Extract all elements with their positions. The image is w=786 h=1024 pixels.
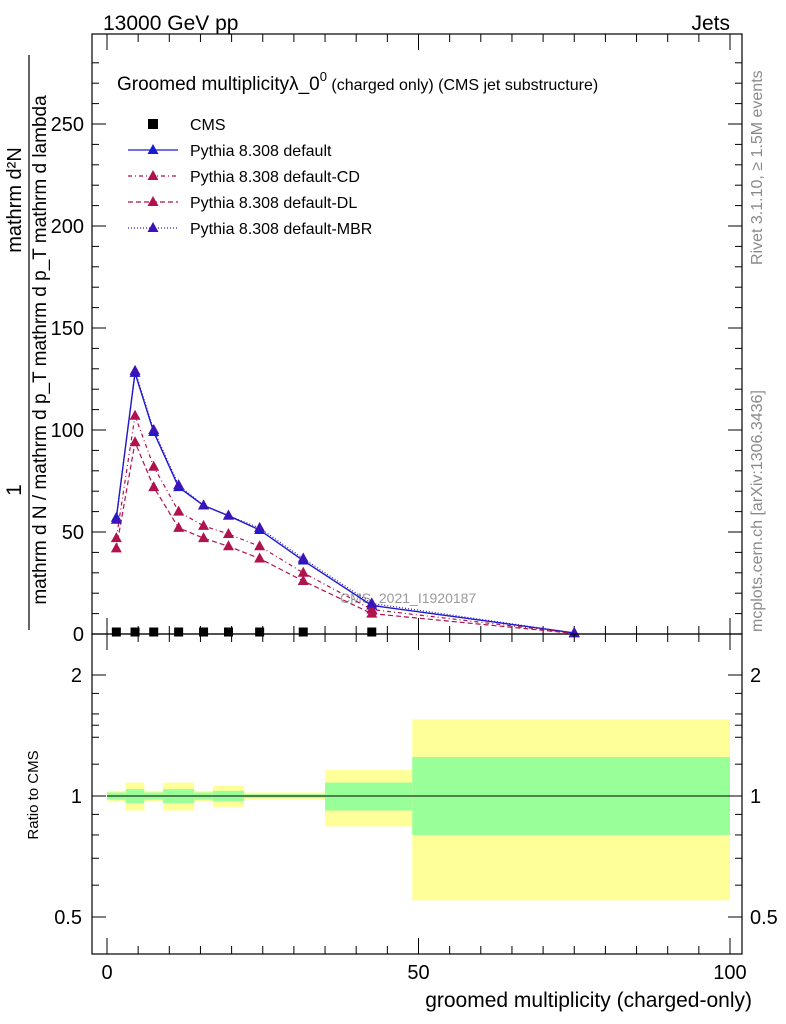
ratio-ytick-label: 1 (71, 786, 82, 808)
series-point (297, 552, 309, 563)
series-point (297, 566, 309, 577)
legend-marker (147, 196, 159, 206)
cms-point (111, 627, 121, 637)
legend-item: Pythia 8.308 default-DL (128, 195, 357, 212)
cms-point (223, 627, 233, 637)
ratio-band-inner (325, 782, 413, 811)
series-point (222, 509, 234, 520)
cms-point (199, 627, 209, 637)
legend-marker (147, 144, 159, 154)
x-tick-label: 100 (713, 962, 746, 984)
title-main-text: Groomed multiplicityλ_0 (117, 74, 320, 95)
cms-point (255, 627, 265, 637)
main-series (110, 364, 580, 638)
ylabel-numerator: 1 (3, 484, 26, 496)
ylabel-numerator-right: mathrm d²N (4, 147, 26, 253)
legend-item: Pythia 8.308 default-MBR (128, 221, 372, 238)
main-ytick-label: 250 (51, 114, 84, 136)
legend-item: Pythia 8.308 default-CD (128, 169, 360, 186)
x-axis-label: groomed multiplicity (charged-only) (425, 989, 752, 1012)
rivet-label: Rivet 3.1.10, ≥ 1.5M events (749, 70, 766, 265)
ratio-ylabel: Ratio to CMS (25, 750, 42, 839)
main-ytick-label: 0 (73, 624, 84, 646)
series-point (173, 521, 185, 532)
series-point (129, 364, 141, 375)
ratio-ytick-label: 2 (71, 665, 82, 687)
x-tick-label: 50 (407, 962, 429, 984)
legend-label: Pythia 8.308 default-MBR (190, 221, 372, 238)
series-cms (111, 627, 377, 637)
main-axes: 0 50 100 150 200 250 (51, 34, 742, 646)
series-point (222, 528, 234, 539)
series-point (110, 532, 122, 543)
header-right: Jets (691, 12, 730, 35)
ratio-bands (107, 719, 730, 901)
series-point (198, 532, 210, 543)
header-left: 13000 GeV pp (103, 12, 238, 35)
legend-item: CMS (148, 117, 226, 134)
series-line (115, 370, 575, 634)
cms-point (130, 627, 140, 637)
legend-label: Pythia 8.308 default-DL (190, 195, 357, 212)
legend-label: Pythia 8.308 default (190, 143, 332, 160)
series-cd (110, 409, 580, 638)
legend-marker (148, 119, 158, 129)
ratio-ytick-label: 0.5 (54, 907, 82, 929)
series-point (297, 574, 309, 585)
series-point (366, 607, 378, 618)
series-point (148, 460, 160, 471)
title-suffix: (charged only) (CMS jet substructure) (327, 77, 598, 94)
series-line (115, 440, 575, 634)
legend-marker (147, 170, 159, 180)
series-point (198, 499, 210, 510)
main-ylabel: 1 mathrm d²N mathrm d N / mathrm d p_T m… (3, 55, 51, 630)
legend-label: CMS (190, 117, 226, 134)
legend-item: Pythia 8.308 default (128, 143, 332, 160)
svg-text:Groomed multiplicityλ_00 (char: Groomed multiplicityλ_00 (charged only) … (117, 69, 598, 95)
series-point (254, 552, 266, 563)
main-ytick-label: 150 (51, 318, 84, 340)
title-superscript: 0 (320, 69, 327, 84)
ratio-ytick-label-right: 0.5 (750, 907, 778, 929)
series-point (173, 479, 185, 490)
series-point (173, 505, 185, 516)
main-plot-title: Groomed multiplicityλ_00 (charged only) … (117, 69, 598, 95)
legend-label: Pythia 8.308 default-CD (190, 169, 360, 186)
mcplots-label: mcplots.cern.ch [arXiv:1306.3436] (749, 390, 766, 632)
series-point (129, 409, 141, 420)
series-point (198, 519, 210, 530)
series-point (110, 542, 122, 553)
series-mbr (110, 364, 580, 637)
x-tick-label: 0 (101, 962, 112, 984)
series-dl (110, 436, 580, 638)
legend: CMS Pythia 8.308 default Pythia 8.308 defa… (128, 117, 372, 238)
ratio-axes: 0.5 0.5 1 1 2 2 0 50 100 (54, 634, 778, 984)
main-ytick-label: 100 (51, 420, 84, 442)
cms-point (367, 627, 377, 637)
series-point (148, 424, 160, 434)
legend-marker (147, 222, 159, 232)
series-point (110, 513, 122, 524)
series-point (254, 521, 266, 532)
series-point (366, 597, 378, 608)
series-point (148, 481, 160, 492)
main-ytick-label: 200 (51, 216, 84, 238)
series-line (115, 415, 575, 634)
ratio-ytick-label-right: 1 (750, 786, 761, 808)
ratio-plot-frame (91, 633, 743, 955)
series-point (254, 540, 266, 551)
ylabel-denominator: mathrm d N / mathrm d p_T mathrm d p_T m… (30, 95, 51, 605)
cms-point (298, 627, 308, 637)
series-point (222, 540, 234, 551)
cms-point (174, 627, 184, 637)
main-ytick-label: 50 (62, 522, 84, 544)
ratio-ytick-label-right: 2 (750, 665, 761, 687)
series-point (129, 436, 141, 447)
cms-point (149, 627, 159, 637)
